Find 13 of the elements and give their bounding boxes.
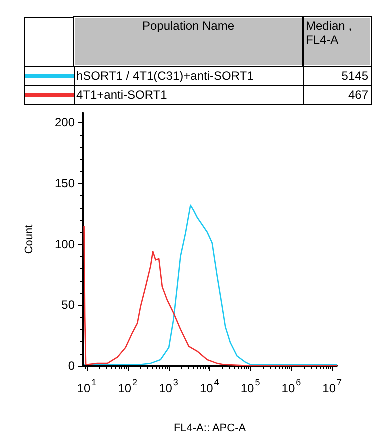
legend-title: Population Name	[74, 17, 303, 66]
y-tick-label: 0	[68, 359, 76, 373]
text: 5145	[303, 66, 371, 86]
text: Median , FL4-A	[303, 17, 371, 66]
x-axis-title: FL4-A:: APC-A	[174, 422, 247, 434]
y-tick-label: 50	[62, 298, 76, 312]
y-tick-label: 150	[54, 176, 76, 191]
legend-label: hSORT1 / 4T1(C31)+anti-SORT1	[74, 66, 303, 86]
y-axis-title: Count	[24, 224, 36, 254]
y-tick-label: 200	[54, 116, 76, 130]
y-tick-label: 100	[54, 237, 76, 252]
text: 467	[303, 86, 371, 104]
legend-label: 4T1+anti-SORT1	[74, 86, 303, 104]
